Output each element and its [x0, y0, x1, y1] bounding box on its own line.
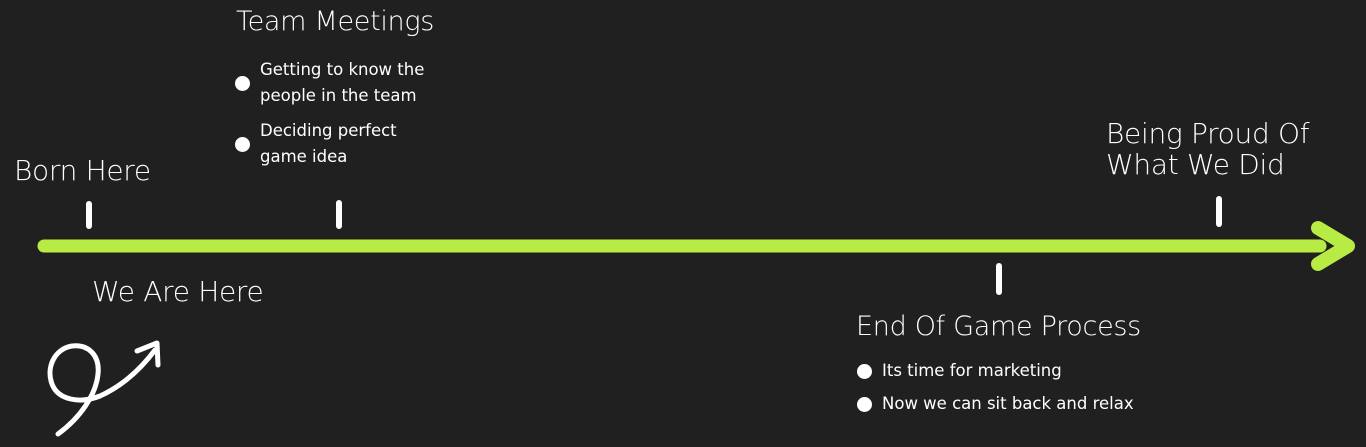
bullet-item: Now we can sit back and relax — [857, 391, 1134, 417]
bullet-text: Now we can sit back and relax — [882, 394, 1134, 413]
bullet-text-line: Deciding perfect — [260, 121, 397, 140]
tick-end-of-game-process — [996, 263, 1002, 295]
bullet-text-line: people in the team — [260, 86, 417, 105]
bullet-dot-icon — [235, 76, 250, 91]
milestone-team-meetings-title: Team Meetings — [236, 6, 435, 37]
team-meetings-bullet-list: Getting to know the people in the team D… — [235, 57, 424, 170]
curly-arrow-icon — [47, 340, 161, 437]
bullet-text-line: game idea — [260, 147, 348, 166]
milestone-being-proud-title: Being Proud Of What We Did — [1106, 117, 1310, 181]
tick-team-meetings — [336, 200, 342, 229]
bullet-text-line: Getting to know the — [260, 60, 425, 79]
bullet-dot-icon — [857, 397, 872, 412]
bullet-item: Its time for marketing — [857, 358, 1134, 384]
we-are-here-label: We Are Here — [92, 275, 264, 308]
bullet-item: Deciding perfect game idea — [235, 118, 424, 170]
bullet-text: Its time for marketing — [882, 361, 1062, 380]
milestone-end-of-game-process-title: End Of Game Process — [856, 311, 1141, 342]
title-line: Being Proud Of — [1106, 117, 1310, 150]
milestone-born-here-title: Born Here — [14, 154, 151, 187]
tick-born-here — [86, 201, 92, 229]
tick-being-proud — [1216, 196, 1222, 227]
bullet-dot-icon — [857, 364, 872, 379]
bullet-item: Getting to know the people in the team — [235, 57, 424, 109]
arrow-right-icon — [1311, 221, 1355, 271]
bullet-dot-icon — [235, 137, 250, 152]
title-line: What We Did — [1106, 148, 1285, 181]
end-of-game-bullet-list: Its time for marketing Now we can sit ba… — [857, 358, 1134, 417]
